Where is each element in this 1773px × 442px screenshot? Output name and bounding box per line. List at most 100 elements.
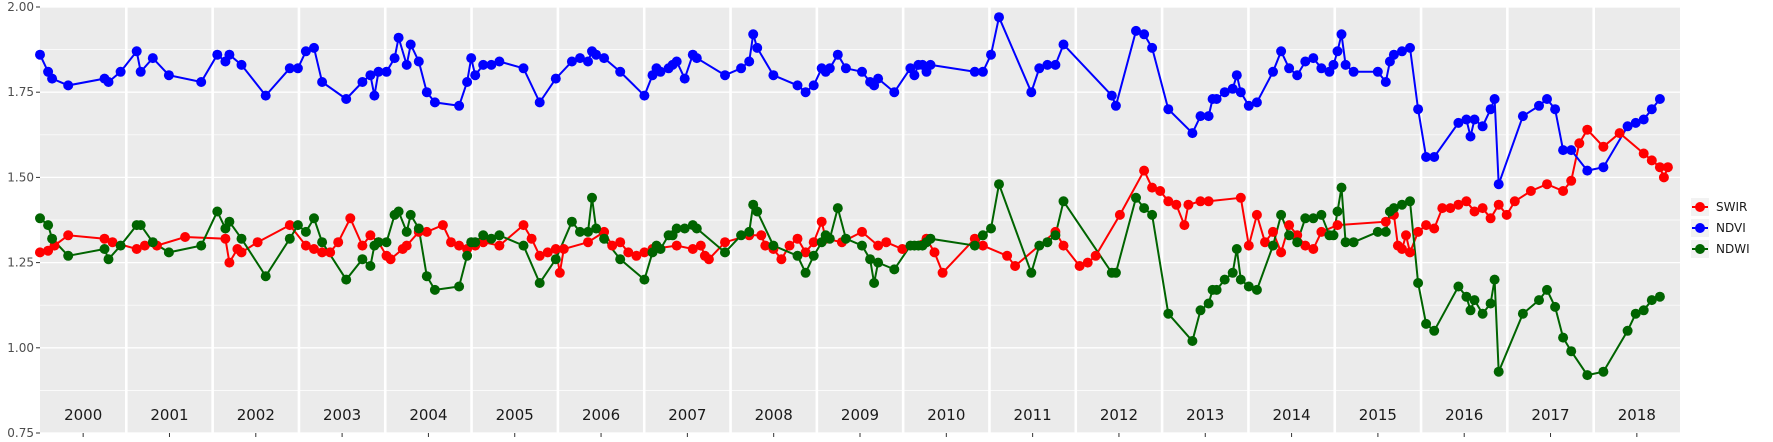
data-point-ndvi	[857, 66, 867, 77]
data-point-ndwi	[583, 226, 593, 237]
data-point-swir	[808, 237, 819, 248]
data-point-ndvi	[1477, 121, 1488, 132]
data-point-ndwi	[47, 233, 58, 244]
data-point-ndwi	[1340, 237, 1351, 248]
data-point-ndvi	[518, 63, 529, 74]
data-point-ndvi	[1139, 29, 1150, 40]
year-label: 2015	[1359, 406, 1397, 424]
data-point-ndwi	[1630, 308, 1641, 319]
data-point-ndwi	[1131, 192, 1141, 203]
data-point-ndwi	[1147, 209, 1158, 220]
year-labels: 2000 2001 2002 2003 2004 2005 2006 2007 2008 2009…	[64, 406, 1656, 424]
data-point-ndwi	[1308, 213, 1319, 224]
data-point-ndwi	[1372, 226, 1383, 237]
data-point-ndvi	[1489, 94, 1500, 104]
data-point-swir	[1477, 203, 1488, 214]
year-label: 2006	[582, 406, 620, 424]
data-point-ndwi	[1453, 281, 1464, 292]
data-point-ndvi	[550, 73, 561, 84]
data-point-ndwi	[1163, 308, 1174, 319]
data-point-swir	[687, 244, 698, 254]
data-point-swir	[1437, 203, 1448, 214]
data-point-ndwi	[889, 264, 900, 275]
data-point-ndvi	[1243, 100, 1254, 111]
data-point-swir	[1058, 240, 1069, 251]
data-point-ndvi	[1328, 59, 1339, 70]
data-point-ndvi	[1485, 104, 1496, 115]
x-axis	[82, 433, 1638, 437]
data-point-ndvi	[752, 42, 763, 53]
year-label: 2009	[841, 406, 879, 424]
data-point-swir	[1646, 155, 1657, 166]
data-point-ndwi	[857, 240, 867, 251]
data-point-ndwi	[1316, 209, 1327, 220]
data-point-ndwi	[808, 250, 819, 261]
data-point-ndwi	[691, 223, 702, 234]
data-point-ndvi	[889, 87, 900, 98]
data-point-ndwi	[1550, 301, 1561, 312]
data-point-swir	[1139, 165, 1150, 176]
data-point-ndwi	[1251, 284, 1262, 295]
data-point-ndwi	[429, 284, 440, 295]
data-point-ndvi	[599, 53, 610, 64]
data-point-swir	[446, 237, 456, 248]
data-point-ndvi	[405, 39, 416, 50]
data-point-ndwi	[1461, 291, 1472, 302]
data-point-swir	[1401, 230, 1411, 241]
data-point-swir	[969, 233, 980, 244]
data-point-ndwi	[744, 226, 755, 237]
y-axis: 0.75 1.00 1.25 1.50 1.75 2.00	[7, 0, 40, 440]
data-point-ndvi	[1292, 70, 1303, 81]
legend-key-point-ndwi	[1695, 244, 1705, 254]
data-point-ndwi	[163, 247, 174, 258]
data-point-ndvi	[260, 90, 271, 101]
data-point-ndwi	[470, 237, 481, 248]
year-label: 2016	[1445, 406, 1483, 424]
year-label: 2005	[496, 406, 534, 424]
data-point-ndwi	[1558, 332, 1569, 343]
data-point-ndwi	[1276, 209, 1287, 220]
data-point-ndwi	[1203, 298, 1214, 309]
data-point-ndwi	[768, 240, 779, 251]
data-point-swir	[1582, 124, 1593, 135]
data-point-swir	[236, 247, 247, 258]
data-point-ndwi	[550, 254, 561, 265]
data-point-ndwi	[1582, 370, 1593, 381]
data-point-ndvi	[1558, 145, 1569, 156]
data-point-swir	[1493, 199, 1504, 210]
data-point-ndwi	[236, 233, 247, 244]
data-point-ndwi	[1654, 291, 1665, 302]
data-point-ndwi	[494, 230, 505, 241]
data-point-ndvi	[1550, 104, 1561, 115]
data-point-ndwi	[115, 240, 126, 251]
data-point-ndwi	[591, 223, 602, 234]
data-point-ndvi	[575, 53, 585, 64]
data-point-ndwi	[405, 209, 416, 220]
data-point-ndwi	[357, 254, 368, 265]
data-point-ndwi	[317, 237, 328, 248]
data-point-ndvi	[300, 46, 311, 57]
data-point-ndvi	[1058, 39, 1069, 50]
data-point-ndwi	[486, 233, 497, 244]
data-point-ndvi	[357, 77, 368, 87]
data-point-ndwi	[587, 192, 597, 203]
data-point-ndwi	[1493, 366, 1504, 377]
data-point-ndwi	[1380, 226, 1391, 237]
data-point-swir	[720, 237, 730, 248]
year-label: 2011	[1014, 406, 1052, 424]
data-point-swir	[623, 247, 634, 258]
data-point-swir	[317, 247, 328, 258]
data-point-ndwi	[413, 223, 424, 234]
data-point-swir	[1276, 247, 1287, 258]
data-point-ndwi	[599, 233, 610, 244]
data-point-ndwi	[341, 274, 352, 285]
data-point-ndwi	[1348, 237, 1359, 248]
data-point-ndwi	[1489, 274, 1500, 285]
legend-label-ndwi: NDWI	[1716, 242, 1750, 256]
data-point-ndvi	[1147, 42, 1158, 53]
year-label: 2001	[150, 406, 188, 424]
data-point-swir	[1542, 179, 1552, 190]
data-point-ndwi	[1195, 305, 1206, 316]
data-point-swir	[792, 233, 803, 244]
data-point-ndvi	[1630, 117, 1641, 128]
